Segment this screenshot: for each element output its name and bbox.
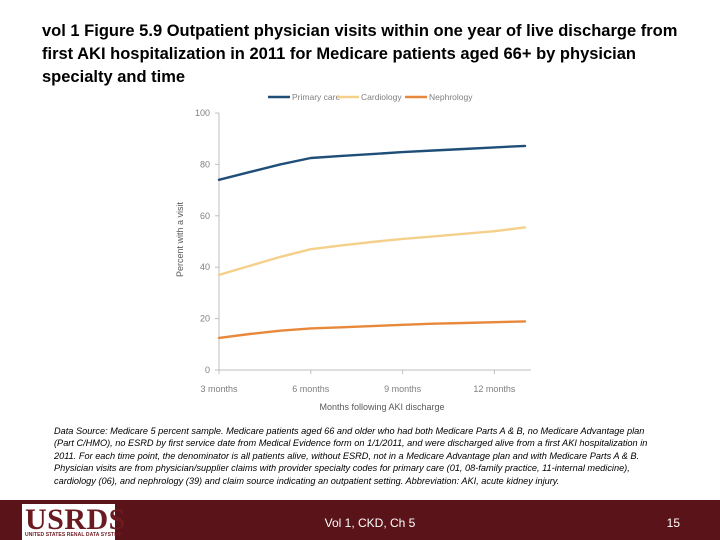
y-tick-label: 100: [195, 108, 210, 118]
x-tick-label: 3 months: [200, 384, 238, 394]
footer-bar: USRDS UNITED STATES RENAL DATA SYSTEM Vo…: [0, 500, 720, 540]
legend-label: Nephrology: [429, 92, 473, 102]
y-tick-label: 20: [200, 314, 210, 324]
series-line-primary-care: [217, 144, 527, 182]
legend-label: Primary care: [292, 92, 340, 102]
y-axis-label: Percent with a visit: [175, 201, 185, 277]
x-axis-label: Months following AKI discharge: [319, 402, 444, 412]
y-tick-label: 0: [205, 365, 210, 375]
x-tick-label: 6 months: [292, 384, 330, 394]
data-source-note: Data Source: Medicare 5 percent sample. …: [54, 426, 648, 486]
logo-text: USRDS: [25, 503, 126, 536]
y-tick-label: 60: [200, 211, 210, 221]
y-tick-label: 40: [200, 262, 210, 272]
usrds-logo: USRDS UNITED STATES RENAL DATA SYSTEM: [22, 504, 125, 540]
page-number: 15: [666, 516, 680, 530]
line-chart: 0 20 40 60 80 100 3 months 6 months 9 months 12 m…: [175, 92, 531, 412]
y-tick-label: 80: [200, 159, 210, 169]
series-line-nephrology: [217, 320, 527, 340]
footer-chapter-label: Vol 1, CKD, Ch 5: [324, 516, 416, 530]
x-tick-label: 12 months: [473, 384, 516, 394]
series-line-cardiology: [217, 226, 527, 277]
legend-label: Cardiology: [361, 92, 402, 102]
x-tick-label: 9 months: [384, 384, 422, 394]
slide-title: vol 1 Figure 5.9 Outpatient physician vi…: [42, 22, 678, 86]
logo-subtitle: UNITED STATES RENAL DATA SYSTEM: [25, 532, 122, 538]
